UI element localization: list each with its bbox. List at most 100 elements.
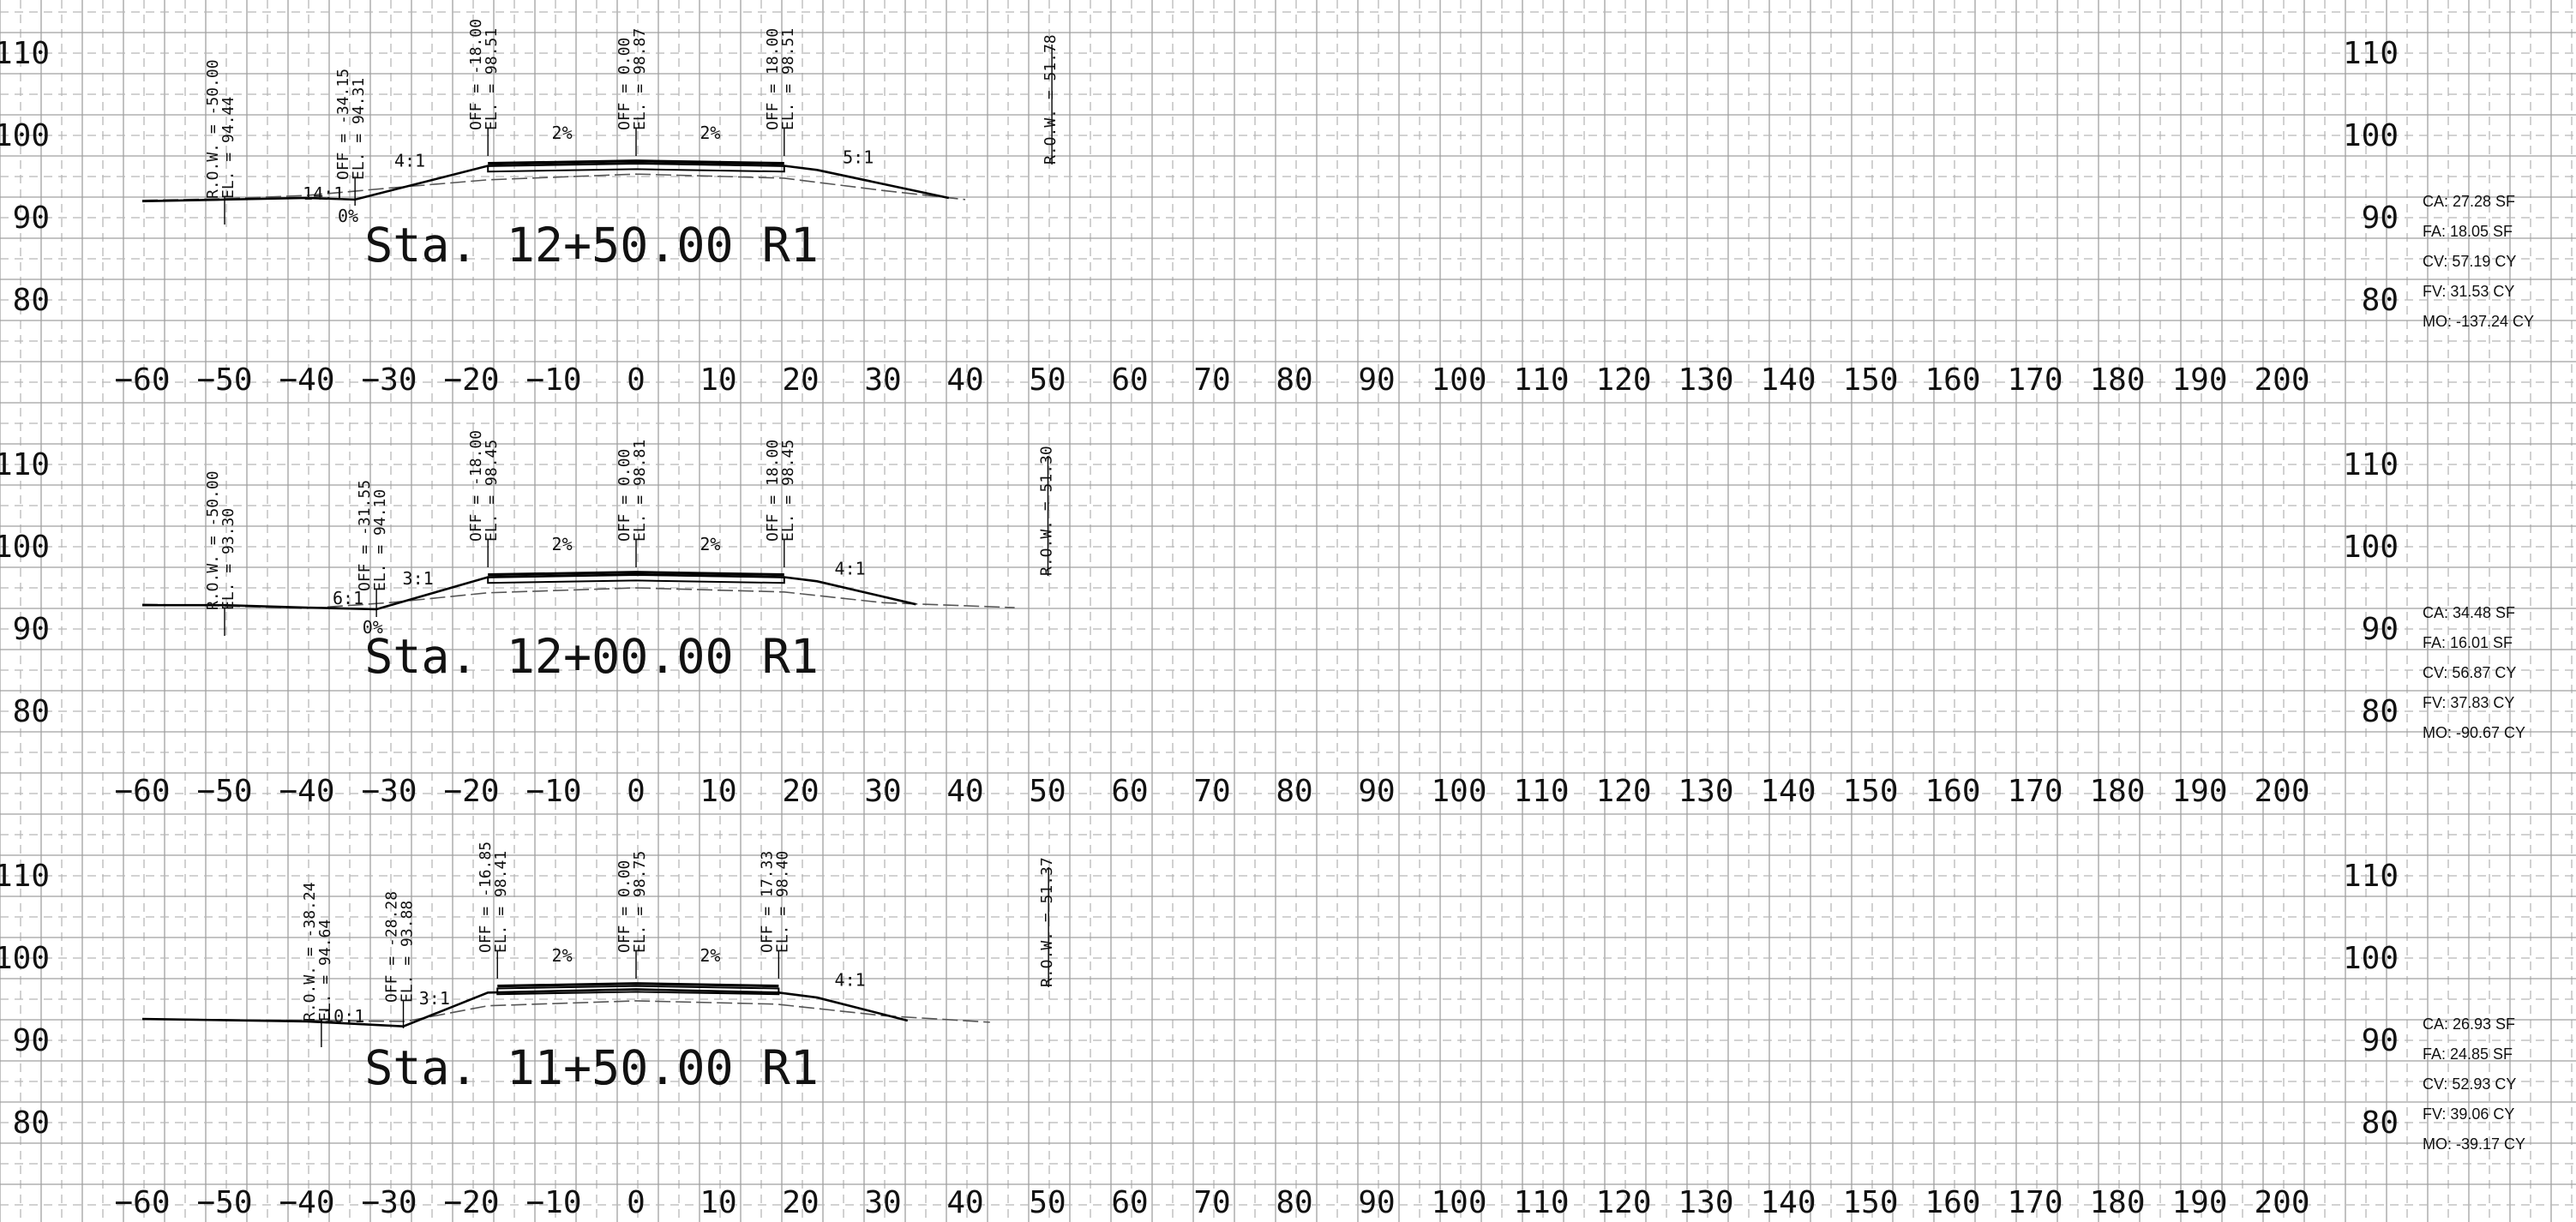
station-label: 60 — [1111, 774, 1148, 809]
station-label: 50 — [1029, 1185, 1066, 1220]
slope-label: 4:1 — [835, 559, 866, 579]
station-label: 70 — [1193, 1185, 1230, 1220]
point-annotation: EL. = 93.30 — [219, 508, 237, 610]
station-label: −40 — [279, 774, 334, 809]
station-label: −30 — [361, 1185, 417, 1220]
station-label: 30 — [864, 774, 901, 809]
earthwork-quantity: CV: 52.93 CY — [2423, 1075, 2516, 1093]
station-label: 30 — [864, 362, 901, 398]
station-label: −50 — [196, 774, 252, 809]
proposed-grade-line — [142, 989, 908, 1026]
slope-label: 2% — [700, 945, 720, 966]
station-title: Sta. 12+50.00 R1 — [364, 218, 819, 273]
station-label: −20 — [443, 1185, 499, 1220]
station-label: 130 — [1678, 1185, 1733, 1220]
station-label: 10 — [700, 774, 736, 809]
station-label: 120 — [1595, 362, 1651, 398]
elevation-label-right: 90 — [2362, 1023, 2399, 1058]
station-label: 90 — [1358, 362, 1395, 398]
slope-label: 3:1 — [419, 988, 450, 1009]
station-label: 100 — [1431, 362, 1486, 398]
station-label: −30 — [361, 362, 417, 398]
station-label: 180 — [2089, 774, 2145, 809]
earthwork-quantity: CV: 57.19 CY — [2423, 253, 2516, 270]
elevation-label-right: 110 — [2343, 859, 2399, 894]
station-label: 90 — [1358, 1185, 1395, 1220]
point-annotation: R.O.W. = 51.78 — [1042, 34, 1060, 165]
elevation-label-right: 80 — [2362, 1105, 2399, 1141]
point-annotation: R.O.W. = 51.30 — [1037, 446, 1055, 576]
slope-label: 4:1 — [394, 150, 425, 171]
station-label: 0 — [627, 1185, 646, 1220]
station-label: −20 — [443, 362, 499, 398]
station-label: −40 — [279, 1185, 334, 1220]
station-label: −30 — [361, 774, 417, 809]
earthwork-quantity: CA: 26.93 SF — [2423, 1015, 2515, 1033]
station-label: 110 — [1513, 1185, 1569, 1220]
station-label: 0 — [627, 774, 646, 809]
station-label: 100 — [1431, 774, 1486, 809]
station-label: 70 — [1193, 362, 1230, 398]
station-label: 200 — [2254, 1185, 2309, 1220]
station-label: −60 — [114, 1185, 170, 1220]
earthwork-quantity: FA: 24.85 SF — [2423, 1045, 2513, 1063]
station-label: 50 — [1029, 362, 1066, 398]
point-annotation: EL. = 98.87 — [631, 28, 649, 130]
earthwork-quantity: CV: 56.87 CY — [2423, 664, 2516, 681]
point-annotation: EL. = 93.88 — [399, 901, 417, 1003]
station-label: 150 — [1842, 1185, 1898, 1220]
station-label: 140 — [1760, 1185, 1816, 1220]
earthwork-quantity: MO: -39.17 CY — [2423, 1135, 2525, 1153]
elevation-label-left: 90 — [13, 1023, 50, 1058]
proposed-grade-line — [142, 164, 949, 201]
station-label: 10 — [700, 1185, 736, 1220]
earthwork-quantity: FA: 18.05 SF — [2423, 223, 2513, 240]
elevation-label-left: 110 — [0, 36, 50, 71]
station-label: 180 — [2089, 1185, 2145, 1220]
proposed-grade-line — [142, 575, 916, 609]
elevation-label-left: 90 — [13, 201, 50, 236]
earthwork-quantity: FA: 16.01 SF — [2423, 634, 2513, 651]
station-label: 60 — [1111, 1185, 1148, 1220]
station-label: 90 — [1358, 774, 1395, 809]
station-label: 40 — [946, 1185, 983, 1220]
ditch-slope-label: 0% — [338, 206, 358, 226]
earthwork-quantity: CA: 34.48 SF — [2423, 604, 2515, 621]
station-label: 0 — [627, 362, 646, 398]
slope-label: 2% — [552, 534, 573, 554]
elevation-label-right: 80 — [2362, 694, 2399, 729]
station-label: 80 — [1276, 774, 1312, 809]
elevation-label-right: 110 — [2343, 447, 2399, 482]
station-label: −20 — [443, 774, 499, 809]
station-label: 100 — [1431, 1185, 1486, 1220]
earthwork-quantity: CA: 27.28 SF — [2423, 193, 2515, 210]
elevation-label-left: 100 — [0, 530, 50, 565]
elevation-label-right: 100 — [2343, 118, 2399, 153]
elevation-label-left: 110 — [0, 447, 50, 482]
elevation-label-left: 100 — [0, 941, 50, 976]
station-label: 120 — [1595, 774, 1651, 809]
point-annotation: EL. = 94.31 — [350, 78, 368, 180]
station-label: 20 — [782, 1185, 819, 1220]
elevation-label-right: 90 — [2362, 201, 2399, 236]
station-label: 70 — [1193, 774, 1230, 809]
earthwork-quantity: MO: -90.67 CY — [2423, 724, 2525, 741]
station-label: −40 — [279, 362, 334, 398]
station-title: Sta. 11+50.00 R1 — [364, 1040, 819, 1095]
station-label: 180 — [2089, 362, 2145, 398]
station-label: 120 — [1595, 1185, 1651, 1220]
station-label: −10 — [525, 362, 581, 398]
elevation-label-right: 100 — [2343, 530, 2399, 565]
slope-label: 2% — [700, 534, 720, 554]
station-label: 140 — [1760, 362, 1816, 398]
slope-label: 14:1 — [303, 183, 344, 204]
point-annotation: EL. = 98.45 — [779, 440, 797, 542]
existing-ground-line — [142, 174, 965, 201]
elevation-label-right: 110 — [2343, 36, 2399, 71]
station-label: 170 — [2007, 362, 2063, 398]
slope-label: 5:1 — [843, 147, 874, 168]
station-label: 130 — [1678, 774, 1733, 809]
station-label: −60 — [114, 362, 170, 398]
